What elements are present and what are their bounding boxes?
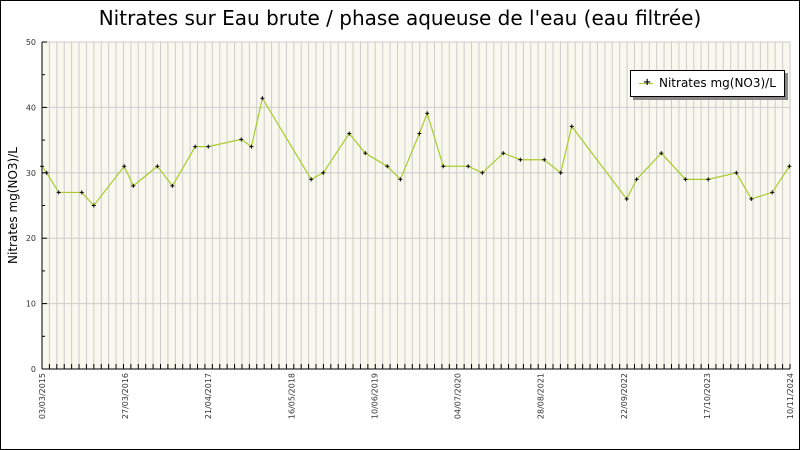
data-point (480, 170, 485, 175)
data-point (501, 151, 506, 156)
data-point (44, 170, 49, 175)
data-point (624, 196, 629, 201)
data-point (260, 96, 265, 101)
x-tick-label: 10/11/2024 (786, 373, 795, 419)
legend-line-swatch (639, 83, 653, 84)
legend-label: Nitrates mg(NO3)/L (659, 76, 776, 90)
data-point (518, 157, 523, 162)
data-point (659, 151, 664, 156)
data-point (683, 177, 688, 182)
x-tick-label: 03/03/2015 (38, 373, 47, 419)
data-point (363, 151, 368, 156)
data-point (309, 177, 314, 182)
x-tick-label: 27/03/2016 (121, 373, 130, 419)
data-point (91, 203, 96, 208)
legend: + Nitrates mg(NO3)/L (630, 70, 785, 97)
chart-title: Nitrates sur Eau brute / phase aqueuse d… (98, 6, 702, 30)
x-tick-label: 28/08/2021 (537, 373, 546, 419)
data-point (206, 144, 211, 149)
data-point (787, 164, 792, 169)
y-tick-label: 10 (26, 300, 36, 309)
y-tick-label: 0 (31, 365, 36, 374)
data-point (569, 124, 574, 129)
y-tick-label: 50 (26, 38, 36, 47)
x-tick-label: 21/04/2017 (204, 373, 213, 419)
data-point (385, 164, 390, 169)
data-point (749, 196, 754, 201)
y-tick-label: 40 (26, 103, 36, 112)
data-point (131, 183, 136, 188)
data-point (417, 131, 422, 136)
x-tick-label: 16/05/2018 (287, 373, 296, 419)
data-point (170, 183, 175, 188)
data-point (155, 164, 160, 169)
data-point (425, 111, 430, 116)
data-point (706, 177, 711, 182)
y-axis-label: Nitrates mg(NO3)/L (6, 147, 20, 264)
x-tick-label: 22/09/2022 (620, 373, 629, 419)
data-point (347, 131, 352, 136)
data-point (634, 177, 639, 182)
data-point (398, 177, 403, 182)
x-tick-label: 17/10/2023 (703, 373, 712, 419)
data-point (441, 164, 446, 169)
data-point (239, 137, 244, 142)
data-point (734, 170, 739, 175)
data-point (40, 164, 44, 169)
data-point (249, 144, 254, 149)
legend-cross-marker-icon: + (643, 77, 652, 88)
data-point (542, 157, 547, 162)
y-tick-label: 30 (26, 169, 36, 178)
data-point (466, 164, 471, 169)
data-point (79, 190, 84, 195)
data-point (321, 170, 326, 175)
data-point (56, 190, 61, 195)
x-tick-label: 10/06/2019 (370, 373, 379, 419)
data-point (193, 144, 198, 149)
data-point (122, 164, 127, 169)
data-point (770, 190, 775, 195)
x-tick-label: 04/07/2020 (454, 373, 463, 419)
data-point (558, 170, 563, 175)
y-tick-label: 20 (26, 234, 36, 243)
